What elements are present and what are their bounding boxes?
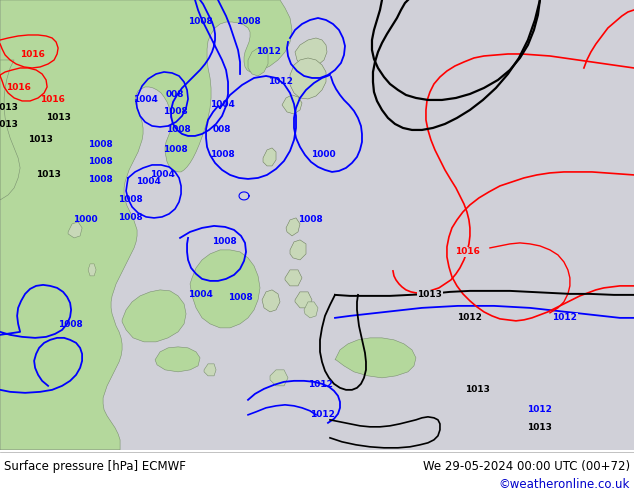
Polygon shape <box>262 290 280 312</box>
Polygon shape <box>304 302 318 318</box>
Text: 1008: 1008 <box>212 237 236 246</box>
Polygon shape <box>68 222 82 238</box>
Text: 1013: 1013 <box>465 385 490 394</box>
Text: 1008: 1008 <box>163 146 188 154</box>
Polygon shape <box>263 148 276 166</box>
Text: 1012: 1012 <box>458 314 482 322</box>
Text: 1008: 1008 <box>163 107 188 117</box>
Text: 1008: 1008 <box>87 141 112 149</box>
Text: 1008: 1008 <box>118 196 143 204</box>
Text: 1013: 1013 <box>418 291 443 299</box>
Text: 1004: 1004 <box>150 171 174 179</box>
Polygon shape <box>270 370 288 386</box>
Text: 1000: 1000 <box>73 216 98 224</box>
Text: 1008: 1008 <box>87 175 112 184</box>
Text: 1008: 1008 <box>165 125 190 134</box>
Text: 1013: 1013 <box>36 171 60 179</box>
Text: 1012: 1012 <box>527 405 552 415</box>
Text: 1004: 1004 <box>188 291 212 299</box>
Text: 1016: 1016 <box>455 247 481 256</box>
Text: 1013: 1013 <box>527 423 552 432</box>
Text: 1004: 1004 <box>133 96 157 104</box>
Polygon shape <box>122 290 186 342</box>
Text: 008: 008 <box>213 125 231 134</box>
Text: ©weatheronline.co.uk: ©weatheronline.co.uk <box>498 478 630 490</box>
Text: 1016: 1016 <box>20 50 44 59</box>
Polygon shape <box>0 0 292 450</box>
Text: 1004: 1004 <box>136 177 160 186</box>
Polygon shape <box>155 347 200 372</box>
Polygon shape <box>0 60 20 200</box>
Polygon shape <box>286 218 300 236</box>
Polygon shape <box>88 264 96 276</box>
Polygon shape <box>204 364 216 376</box>
Text: 1008: 1008 <box>118 214 143 222</box>
Polygon shape <box>295 38 327 68</box>
Text: 1012: 1012 <box>268 77 292 86</box>
Text: 008: 008 <box>166 91 184 99</box>
Text: 1004: 1004 <box>210 100 235 109</box>
Polygon shape <box>190 250 260 328</box>
Text: 1000: 1000 <box>311 150 335 159</box>
Polygon shape <box>285 270 302 286</box>
Text: 1008: 1008 <box>228 294 252 302</box>
Text: 1013: 1013 <box>0 121 18 129</box>
Polygon shape <box>290 58 326 99</box>
Text: 1008: 1008 <box>188 18 212 26</box>
Text: 1013: 1013 <box>46 114 70 122</box>
Text: 1008: 1008 <box>58 320 82 329</box>
Text: 1013: 1013 <box>28 135 53 145</box>
Text: 1013: 1013 <box>0 103 18 113</box>
Text: 1008: 1008 <box>297 216 322 224</box>
Text: 1008: 1008 <box>87 157 112 167</box>
Text: 1016: 1016 <box>40 96 65 104</box>
Text: Surface pressure [hPa] ECMWF: Surface pressure [hPa] ECMWF <box>4 460 186 473</box>
Text: 1012: 1012 <box>309 410 335 419</box>
Text: 1012: 1012 <box>552 314 578 322</box>
Polygon shape <box>335 338 416 378</box>
Text: 1008: 1008 <box>236 18 261 26</box>
Text: 1008: 1008 <box>210 150 235 159</box>
Polygon shape <box>282 95 302 114</box>
Polygon shape <box>295 292 312 308</box>
Polygon shape <box>248 48 268 76</box>
Polygon shape <box>290 240 306 260</box>
Text: 1012: 1012 <box>256 48 280 56</box>
Text: 1016: 1016 <box>6 83 30 93</box>
Text: 1012: 1012 <box>307 380 332 390</box>
Text: We 29-05-2024 00:00 UTC (00+72): We 29-05-2024 00:00 UTC (00+72) <box>423 460 630 473</box>
